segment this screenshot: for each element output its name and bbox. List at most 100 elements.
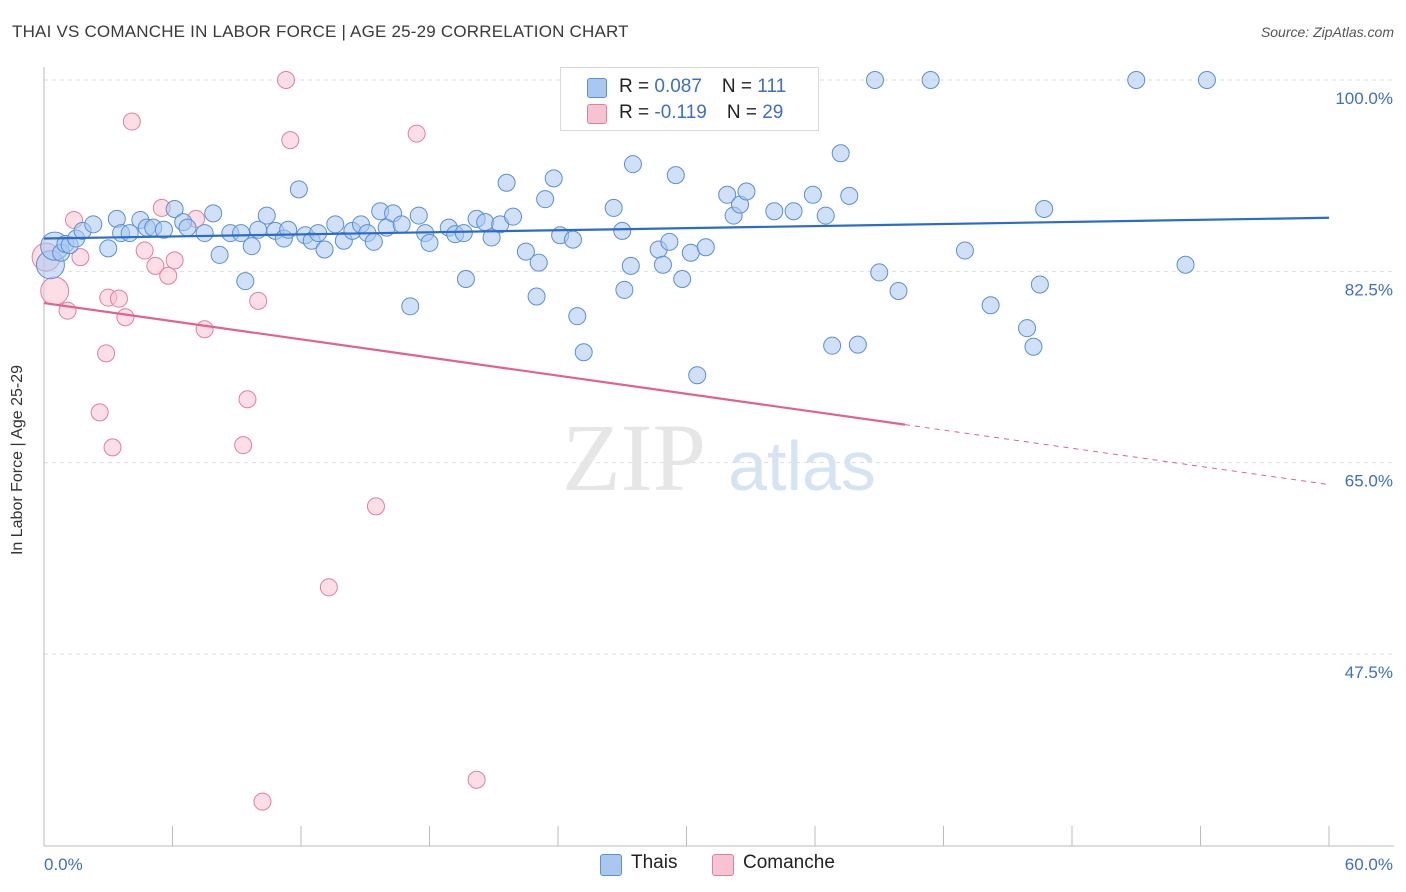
thais-point-102 xyxy=(1018,319,1037,338)
thais-point-90 xyxy=(803,185,822,204)
comanche-point-22 xyxy=(253,792,272,811)
legend-text-comanche: R = -0.119 N = 29 xyxy=(619,102,783,124)
comanche-swatch xyxy=(587,104,607,124)
comanche-point-26 xyxy=(366,497,385,516)
thais-point-16 xyxy=(165,200,184,219)
thais-point-79 xyxy=(681,243,700,262)
comanche-point-12 xyxy=(135,241,154,260)
thais-point-108 xyxy=(1176,255,1195,274)
comanche-point-25 xyxy=(319,578,338,597)
thais-point-78 xyxy=(673,269,692,288)
chart-title: THAI VS COMANCHE IN LABOR FORCE | AGE 25… xyxy=(12,22,629,41)
thais-point-19 xyxy=(195,224,214,243)
thais-point-89 xyxy=(784,202,803,221)
thais-point-69 xyxy=(604,198,623,217)
thais-point-73 xyxy=(623,155,642,174)
thais-point-107 xyxy=(1197,71,1216,89)
thais-point-49 xyxy=(420,233,439,252)
bottom-comanche-swatch xyxy=(712,854,734,876)
thais-point-55 xyxy=(476,213,495,232)
comanche-n-label: N = xyxy=(726,102,763,123)
thais-point-77 xyxy=(666,166,685,185)
thais-r-label: R = xyxy=(619,76,655,97)
source-credit: Source: ZipAtlas.com xyxy=(1260,24,1394,40)
y-tick-label-0: 100.0% xyxy=(1335,89,1393,108)
thais-point-46 xyxy=(401,297,420,316)
thais-n-value: 111 xyxy=(757,76,787,97)
thais-point-80 xyxy=(688,366,707,385)
thais-point-56 xyxy=(482,228,501,247)
thais-point-75 xyxy=(653,255,672,274)
thais-point-8 xyxy=(99,239,118,258)
comanche-point-24 xyxy=(281,131,300,150)
comanche-n-value: 29 xyxy=(762,102,784,123)
thais-point-63 xyxy=(536,190,555,209)
thais-trend-line xyxy=(43,216,1330,240)
comanche-point-9 xyxy=(109,289,128,308)
y-axis-label: In Labor Force | Age 25-29 xyxy=(9,364,26,556)
thais-point-106 xyxy=(1127,71,1146,89)
comanche-point-15 xyxy=(159,266,178,285)
watermark-atlas: atlas xyxy=(728,427,876,505)
thais-point-104 xyxy=(1030,275,1049,294)
comanche-point-7 xyxy=(97,344,116,363)
thais-point-70 xyxy=(613,221,632,240)
thais-point-101 xyxy=(981,296,1000,315)
thais-point-53 xyxy=(456,269,475,288)
comanche-point-11 xyxy=(122,112,141,131)
thais-point-94 xyxy=(840,186,859,205)
trend-lines xyxy=(43,216,1330,486)
y-tick-labels: 100.0% 82.5% 65.0% 47.5% xyxy=(1335,89,1393,682)
bottom-thais-swatch xyxy=(600,854,622,876)
thais-point-21 xyxy=(210,245,229,264)
thais-point-96 xyxy=(865,71,884,89)
thais-point-27 xyxy=(257,206,276,225)
x-tick-label-1: 60.0% xyxy=(1345,855,1393,874)
correlation-legend: R = 0.087 N = 111 R = -0.119 N = 29 xyxy=(560,67,819,131)
thais-point-99 xyxy=(921,71,940,89)
thais-n-label: N = xyxy=(721,76,758,97)
comanche-point-4 xyxy=(71,248,90,267)
comanche-point-27 xyxy=(407,124,426,143)
thais-point-52 xyxy=(454,224,473,243)
thais-point-47 xyxy=(409,206,428,225)
thais-point-105 xyxy=(1035,200,1054,219)
comanche-trend-line xyxy=(43,301,906,426)
thais-point-64 xyxy=(544,169,563,188)
thais-point-91 xyxy=(816,206,835,225)
thais-point-81 xyxy=(696,238,715,257)
thais-point-95 xyxy=(848,335,867,354)
thais-point-58 xyxy=(497,173,516,192)
thais-point-35 xyxy=(315,240,334,259)
thais-point-97 xyxy=(870,263,889,282)
thais-point-100 xyxy=(955,241,974,260)
comanche-point-10 xyxy=(116,308,135,327)
comanche-point-28 xyxy=(467,770,486,789)
thais-point-71 xyxy=(615,280,634,299)
thais-point-82 xyxy=(718,185,737,204)
thais-point-25 xyxy=(242,237,261,256)
comanche-point-5 xyxy=(90,403,109,422)
thais-point-41 xyxy=(364,232,383,251)
comanche-r-value: -0.119 xyxy=(654,102,707,123)
thais-r-value: 0.087 xyxy=(654,76,702,97)
thais-point-68 xyxy=(574,343,593,362)
thais-point-98 xyxy=(889,282,908,301)
y-tick-label-3: 47.5% xyxy=(1345,663,1393,682)
thais-point-93 xyxy=(831,144,850,163)
comanche-point-21 xyxy=(249,291,268,310)
thais-point-20 xyxy=(204,204,223,223)
comanche-point-23 xyxy=(277,71,296,89)
comanche-point-13 xyxy=(146,256,165,275)
thais-point-7 xyxy=(84,215,103,234)
x-tick-label-0: 0.0% xyxy=(44,855,83,874)
y-tick-label-2: 65.0% xyxy=(1345,472,1393,491)
comanche-trend-line-extension xyxy=(904,424,1330,486)
comanche-point-19 xyxy=(234,436,253,455)
comanche-point-1 xyxy=(40,276,70,306)
thais-point-24 xyxy=(236,272,255,291)
thais-swatch xyxy=(587,78,607,98)
watermark-zip: ZIP xyxy=(562,404,706,511)
thais-point-85 xyxy=(737,182,756,201)
